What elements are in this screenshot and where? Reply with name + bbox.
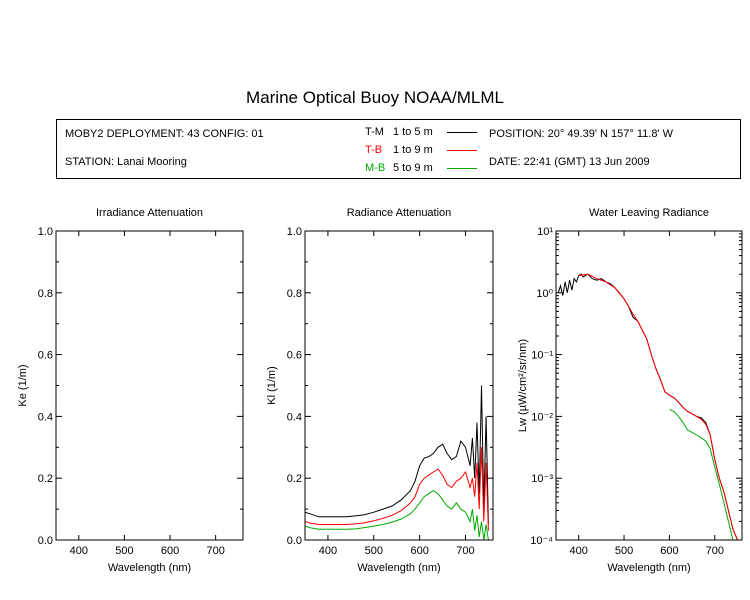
legend-code-0: T-M <box>365 126 384 138</box>
legend-line-0 <box>447 132 477 133</box>
x-tick-label: 400 <box>319 545 337 557</box>
y-axis-label: Kl (1/m) <box>266 366 278 405</box>
y-tick-label: 10⁻¹ <box>531 350 553 362</box>
legend-code-1: T-B <box>365 144 383 156</box>
legend-range-2: 5 to 9 m <box>393 162 433 174</box>
info-box: MOBY2 DEPLOYMENT: 43 CONFIG: 01 STATION:… <box>56 119 741 179</box>
x-axis-label: Wavelength (nm) <box>607 562 690 574</box>
x-tick-label: 500 <box>115 545 133 557</box>
series-line-1 <box>305 447 489 531</box>
y-tick-label: 0.6 <box>38 350 53 362</box>
y-tick-label: 0.4 <box>38 411 53 423</box>
x-tick-label: 700 <box>456 545 474 557</box>
series-line-1 <box>578 273 738 540</box>
chart-panel-2: Water Leaving Radiance Wavelength (nm) Lw … <box>517 207 743 574</box>
y-tick-label: 1.0 <box>287 226 302 238</box>
y-tick-label: 10⁻² <box>531 411 553 423</box>
legend-line-1 <box>447 150 477 151</box>
plot-frame <box>555 230 743 541</box>
y-tick-label: 0.0 <box>38 535 53 547</box>
deployment-text: MOBY2 DEPLOYMENT: 43 CONFIG: 01 <box>65 128 264 140</box>
series-line-2 <box>305 490 489 540</box>
y-tick-label: 10⁰ <box>536 288 553 300</box>
station-text: STATION: Lanai Mooring <box>65 156 187 168</box>
y-tick-label: 0.0 <box>287 535 302 547</box>
y-tick-label: 10⁻³ <box>531 473 553 485</box>
series-line-0 <box>557 273 738 540</box>
position-text: POSITION: 20° 49.39' N 157° 11.8' W <box>489 128 673 140</box>
y-tick-label: 10¹ <box>537 226 553 238</box>
y-tick-label: 0.8 <box>38 288 53 300</box>
legend-code-2: M-B <box>365 162 386 174</box>
series-line-0 <box>305 385 489 525</box>
x-tick-label: 600 <box>660 545 678 557</box>
date-text: DATE: 22:41 (GMT) 13 Jun 2009 <box>489 156 650 168</box>
x-tick-label: 500 <box>365 545 383 557</box>
plot-frame <box>55 230 244 541</box>
x-tick-label: 700 <box>706 545 724 557</box>
panel-title: Water Leaving Radiance <box>589 207 709 219</box>
x-tick-label: 600 <box>410 545 428 557</box>
panel-title: Irradiance Attenuation <box>96 207 203 219</box>
x-tick-label: 400 <box>70 545 88 557</box>
y-axis-label: Lw (µW/cm²/sr/nm) <box>517 339 529 432</box>
x-axis-label: Wavelength (nm) <box>108 562 191 574</box>
y-tick-label: 0.8 <box>287 288 302 300</box>
y-tick-label: 10⁻⁴ <box>530 535 553 547</box>
y-tick-label: 0.6 <box>287 350 302 362</box>
chart-panel-0: Irradiance Attenuation Wavelength (nm) Ke … <box>17 207 244 574</box>
y-tick-label: 0.2 <box>287 473 302 485</box>
x-axis-label: Wavelength (nm) <box>357 562 440 574</box>
legend-range-1: 1 to 9 m <box>393 144 433 156</box>
chart-title: Marine Optical Buoy NOAA/MLML <box>246 88 504 107</box>
x-tick-label: 400 <box>570 545 588 557</box>
plot-frame <box>304 230 494 541</box>
series-line-2 <box>669 408 734 540</box>
y-axis-label: Ke (1/m) <box>17 364 29 406</box>
x-tick-label: 700 <box>206 545 224 557</box>
y-tick-label: 1.0 <box>38 226 53 238</box>
chart-panel-1: Radiance Attenuation Wavelength (nm) Kl (1… <box>266 207 494 574</box>
x-tick-label: 600 <box>161 545 179 557</box>
legend-range-0: 1 to 5 m <box>393 126 433 138</box>
legend-line-2 <box>447 168 477 169</box>
y-tick-label: 0.4 <box>287 411 302 423</box>
y-tick-label: 0.2 <box>38 473 53 485</box>
x-tick-label: 500 <box>615 545 633 557</box>
panel-title: Radiance Attenuation <box>347 207 452 219</box>
